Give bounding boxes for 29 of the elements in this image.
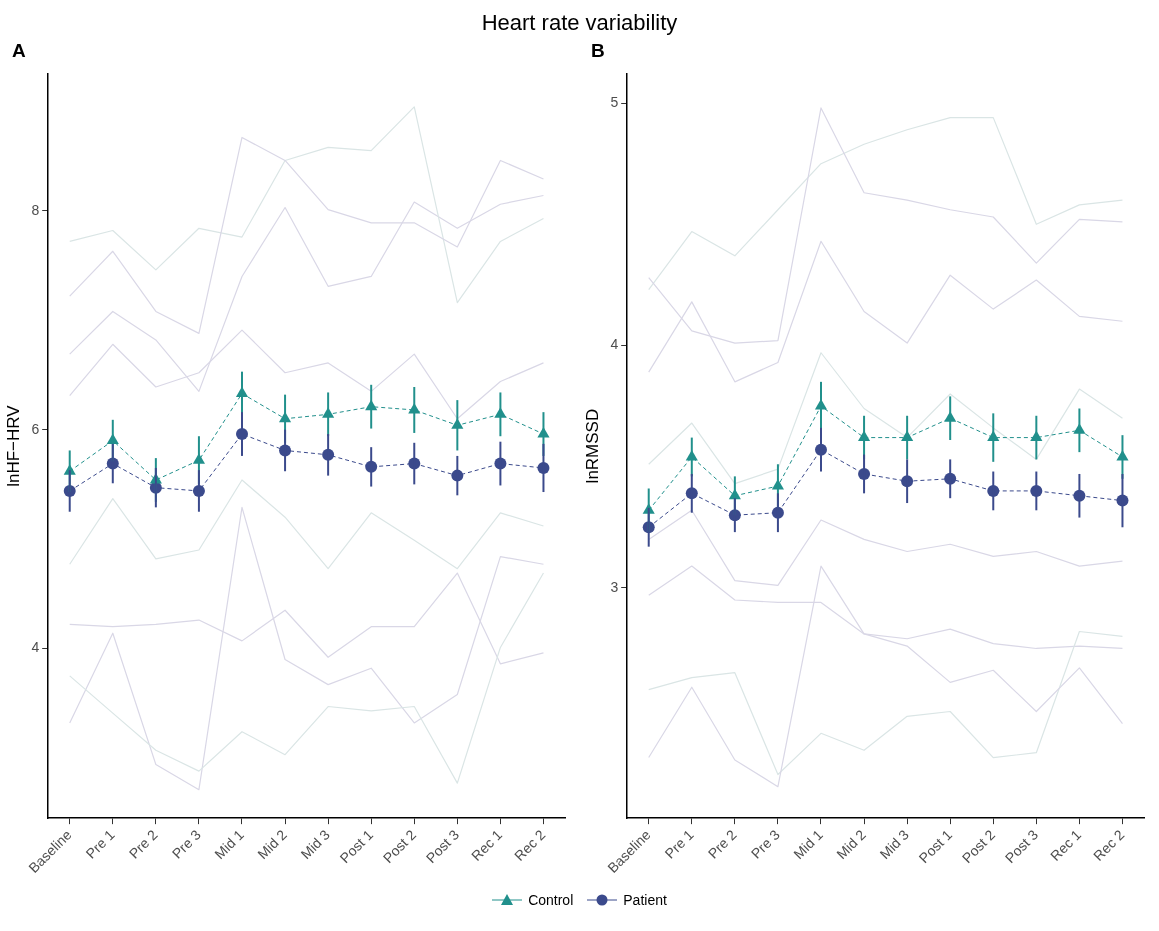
x-tick-label: Pre 3 (747, 826, 783, 862)
x-tick-label: Rec 1 (468, 826, 506, 864)
x-tick-label: Rec 1 (1047, 826, 1085, 864)
x-tick-label: Pre 1 (82, 826, 118, 862)
x-tick-label: Pre 2 (125, 826, 161, 862)
x-tick-label: Mid 2 (254, 826, 291, 863)
chart-title: A (12, 40, 26, 62)
y-tick-label: 6 (31, 420, 40, 437)
x-tick-label: Mid 3 (876, 826, 913, 863)
x-tick-label: Rec 2 (1090, 826, 1128, 864)
chart-title: B (591, 40, 605, 62)
y-tick-label: 5 (610, 93, 619, 110)
x-tick-label: Pre 3 (168, 826, 204, 862)
x-tick-label: Rec 2 (511, 826, 549, 864)
legend-label: Patient (623, 892, 667, 908)
x-tick-label: Pre 1 (661, 826, 697, 862)
text: Heart rate variability (480, 9, 679, 37)
x-tick-label: Mid 2 (833, 826, 870, 863)
x-tick-label: Pre 2 (704, 826, 740, 862)
y-axis-title: lnHF−HRV (3, 404, 23, 487)
y-tick-label: 4 (610, 336, 619, 353)
y-tick-label: 8 (31, 201, 40, 218)
legend-label: Control (528, 892, 574, 908)
y-tick-label: 3 (610, 578, 619, 595)
y-tick-label: 4 (31, 639, 40, 656)
x-tick-label: Mid 3 (297, 826, 334, 863)
x-tick-label: Mid 1 (790, 826, 826, 863)
y-axis-title: lnRMSSD (582, 408, 602, 484)
x-tick-label: Mid 1 (211, 826, 247, 863)
